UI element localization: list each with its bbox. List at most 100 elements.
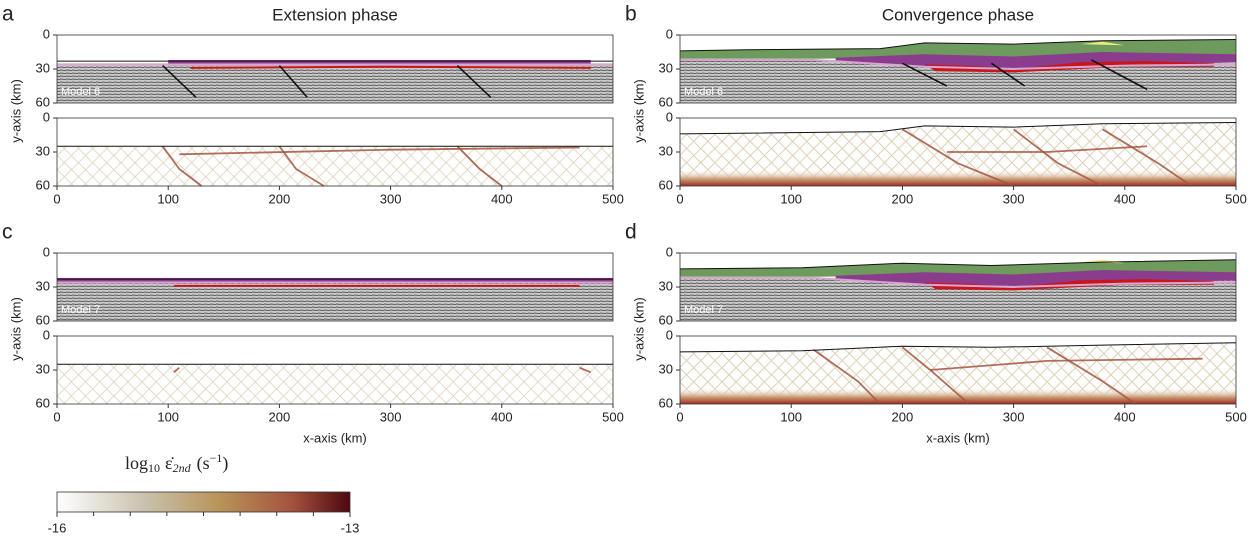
model-plot <box>56 252 614 322</box>
shear-zone <box>456 145 503 187</box>
melt-line <box>190 65 591 69</box>
shear-zone <box>1046 346 1137 405</box>
x-tick-label: 100 <box>780 191 802 206</box>
strain-rate-plot <box>56 335 614 405</box>
shear-zone <box>173 367 180 373</box>
basal-band <box>680 387 1236 404</box>
x-tick-label: 0 <box>53 409 60 424</box>
upper-crust <box>168 59 591 66</box>
shear-zone <box>278 145 325 187</box>
subscript: 2nd <box>173 461 192 475</box>
lithosphere <box>57 63 613 103</box>
fault <box>162 65 197 98</box>
x-tick-label: 0 <box>53 191 60 206</box>
shear-zone <box>1013 128 1104 187</box>
x-tick-label: 300 <box>1003 191 1025 206</box>
symbol: ε̇ <box>165 453 174 473</box>
model-label: Model 6 <box>61 86 100 98</box>
y-tick-label: 60 <box>659 94 673 109</box>
x-tick-label: 200 <box>269 191 291 206</box>
y-tick-label: 30 <box>659 278 673 293</box>
y-tick-label: 30 <box>36 361 50 376</box>
colorbar-tick-label: -16 <box>48 520 67 535</box>
hatch <box>57 146 613 186</box>
fault <box>456 65 492 98</box>
surface <box>679 39 1237 52</box>
x-axis-label: x-axis (km) <box>926 430 990 445</box>
strain-rate-plot <box>679 335 1237 405</box>
x-tick-label: 500 <box>602 191 624 206</box>
pink-line <box>680 58 1237 71</box>
fault <box>1091 59 1148 91</box>
y-tick-label: 0 <box>666 109 673 124</box>
yellow <box>1080 41 1125 46</box>
panel-letter: d <box>625 221 637 244</box>
unit: (s <box>197 453 210 474</box>
y-tick-label: 60 <box>659 177 673 192</box>
y-tick-label: 0 <box>666 327 673 342</box>
pink-line <box>680 276 1237 289</box>
panel-letter: c <box>2 221 13 244</box>
x-tick-label: 200 <box>269 409 291 424</box>
model-label: Model 7 <box>61 304 100 316</box>
y-axis-label: y-axis (km) <box>8 297 23 361</box>
colorbar-label: log10 ε̇2nd (s−1) <box>125 451 228 475</box>
log: log <box>125 453 148 473</box>
x-tick-label: 500 <box>1225 409 1247 424</box>
y-tick-label: 0 <box>43 244 50 259</box>
shear-zone <box>179 146 580 156</box>
x-tick-label: 0 <box>676 409 683 424</box>
y-tick-label: 30 <box>659 60 673 75</box>
y-tick-label: 30 <box>659 143 673 158</box>
y-tick-label: 0 <box>666 26 673 41</box>
y-tick-label: 0 <box>43 327 50 342</box>
x-tick-label: 300 <box>1003 409 1025 424</box>
x-tick-label: 400 <box>1114 191 1136 206</box>
x-tick-label: 500 <box>1225 191 1247 206</box>
x-tick-label: 200 <box>892 409 914 424</box>
x-tick-label: 100 <box>780 409 802 424</box>
fault <box>990 62 1026 87</box>
panel-letter: b <box>625 3 637 26</box>
x-axis-label: x-axis (km) <box>303 430 367 445</box>
y-tick-label: 60 <box>36 94 50 109</box>
model-plot <box>679 252 1237 322</box>
log-base: 10 <box>148 461 160 475</box>
y-axis-label: y-axis (km) <box>631 297 646 361</box>
y-tick-label: 0 <box>43 109 50 124</box>
strain-rate-plot <box>679 117 1237 187</box>
x-tick-label: 400 <box>491 409 513 424</box>
y-tick-label: 30 <box>36 143 50 158</box>
x-tick-label: 200 <box>892 191 914 206</box>
fault <box>902 62 948 87</box>
shear-zone <box>1102 128 1193 187</box>
x-tick-label: 300 <box>380 191 402 206</box>
shear-zone <box>901 128 1014 187</box>
fault <box>278 65 308 98</box>
basal-band <box>680 169 1236 186</box>
lithosphere <box>57 281 613 321</box>
colorbar <box>56 491 351 513</box>
exponent: −1 <box>210 451 223 465</box>
unit-close: ) <box>222 453 228 474</box>
y-tick-label: 60 <box>659 395 673 410</box>
y-tick-label: 30 <box>36 60 50 75</box>
y-tick-label: 60 <box>36 395 50 410</box>
shear-zone <box>930 357 1203 371</box>
upper-crust <box>57 277 613 284</box>
column-title: Extension phase <box>272 5 398 24</box>
y-tick-label: 60 <box>36 312 50 327</box>
y-tick-label: 60 <box>659 312 673 327</box>
x-tick-label: 0 <box>676 191 683 206</box>
x-tick-label: 100 <box>157 191 179 206</box>
y-tick-label: 0 <box>43 26 50 41</box>
x-tick-label: 400 <box>491 191 513 206</box>
y-axis-label: y-axis (km) <box>631 79 646 143</box>
y-tick-label: 30 <box>36 278 50 293</box>
surface <box>679 342 1237 353</box>
model-plot <box>56 34 614 104</box>
y-axis-label: y-axis (km) <box>8 79 23 143</box>
panel-letter: a <box>2 3 14 26</box>
x-tick-label: 400 <box>1114 409 1136 424</box>
